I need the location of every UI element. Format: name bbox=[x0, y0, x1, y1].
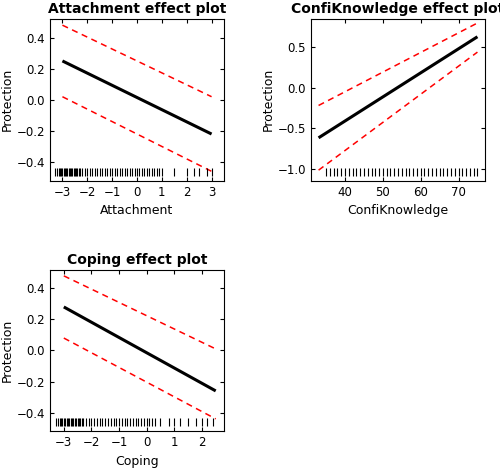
Title: ConfiKnowledge effect plot: ConfiKnowledge effect plot bbox=[292, 2, 500, 17]
X-axis label: Coping: Coping bbox=[115, 455, 159, 468]
Y-axis label: Protection: Protection bbox=[262, 68, 275, 131]
X-axis label: ConfiKnowledge: ConfiKnowledge bbox=[348, 204, 448, 217]
Title: Coping effect plot: Coping effect plot bbox=[67, 253, 208, 267]
Y-axis label: Protection: Protection bbox=[1, 68, 14, 131]
Title: Attachment effect plot: Attachment effect plot bbox=[48, 2, 226, 17]
Y-axis label: Protection: Protection bbox=[1, 319, 14, 382]
X-axis label: Attachment: Attachment bbox=[100, 204, 174, 217]
